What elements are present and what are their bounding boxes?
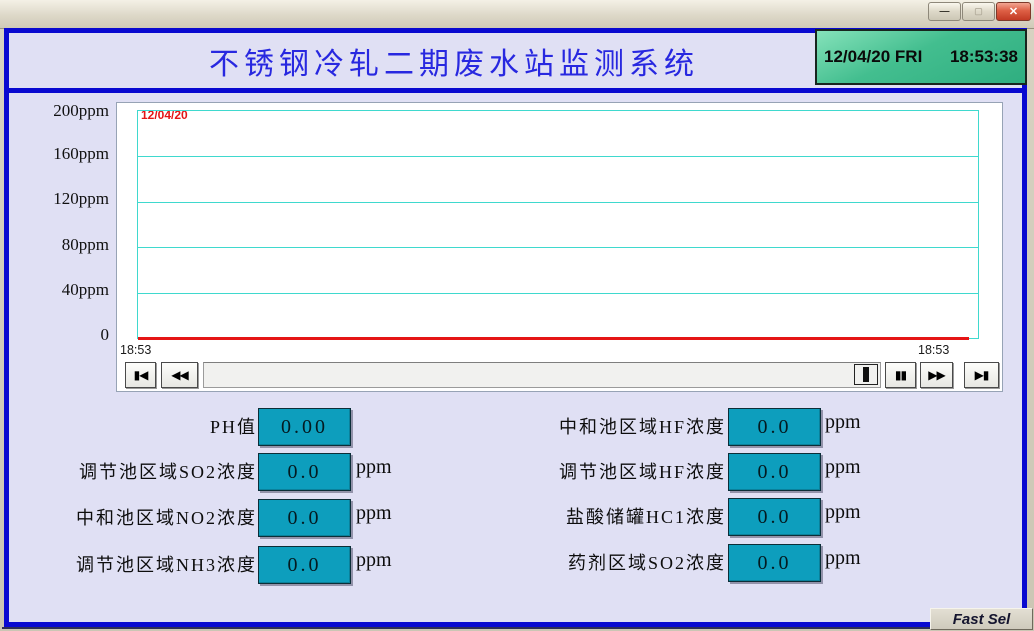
gridline [138,201,978,203]
pause-button[interactable]: ▮▮ [885,362,916,388]
skip-end-icon: ▶▮ [974,368,990,382]
fast-forward-icon: ▶▶ [928,368,945,382]
x-time-start: 18:53 [120,343,152,357]
minimize-icon: — [939,6,950,17]
rewind-button[interactable]: ◀◀ [161,362,198,388]
field-unit-hf-zhonghechi: ppm [825,411,861,433]
chart-date-label: 12/04/20 [141,108,188,122]
field-label-so2-yaoji: 药剂区域SO2浓度 [567,553,726,573]
skip-start-icon: ▮◀ [133,368,149,382]
fast-forward-button[interactable]: ▶▶ [920,362,953,388]
y-tick-0: 0 [100,325,110,344]
maximize-icon: ▢ [974,6,983,16]
field-label-ph: PH值 [209,417,257,437]
trend-playback-controls: ▮◀ ◀◀ ▮▮ ▶▶ ▶▮ [117,362,1002,389]
field-label-so2-tiaojiechi: 调节池区域SO2浓度 [78,462,257,482]
y-tick-120: 120ppm [53,189,109,208]
close-button[interactable]: ✕ [996,2,1031,21]
field-label-nh3-tiaojiechi: 调节池区域NH3浓度 [76,555,257,575]
field-label-hf-tiaojiechi: 调节池区域HF浓度 [558,462,726,482]
skip-to-end-button[interactable]: ▶▮ [964,362,999,388]
field-value-hcl-tank: 0.0 [728,498,821,536]
window-frame-edge [2,627,1032,629]
gridline [138,292,978,294]
clock-time: 18:53:38 [949,47,1018,66]
skip-to-start-button[interactable]: ▮◀ [125,362,156,388]
field-label-hf-zhonghechi: 中和池区域HF浓度 [558,417,726,437]
trend-scrollbar-thumb[interactable] [854,364,878,385]
trend-chart: 12/04/20 18:53 18:53 ▮◀ ◀◀ ▮▮ ▶▶ ▶▮ [116,102,1003,392]
app-header: 不锈钢冷轧二期废水站监测系统 [9,33,1022,93]
field-unit-nh3-tiaojiechi: ppm [356,549,392,571]
y-tick-40: 40ppm [61,280,109,299]
y-tick-80: 80ppm [61,235,109,254]
fast-sel-label: Fast Sel [952,610,1011,628]
minimize-button[interactable]: — [928,2,961,21]
trend-line-series [138,337,969,340]
field-unit-hcl-tank: ppm [825,501,861,523]
fast-sel-button[interactable]: Fast Sel [930,608,1033,630]
field-unit-hf-tiaojiechi: ppm [825,456,861,478]
y-tick-160: 160ppm [53,144,109,163]
field-label-hcl-tank: 盐酸储罐HC1浓度 [565,507,726,527]
close-icon: ✕ [1008,6,1019,18]
x-time-end: 18:53 [918,343,950,357]
field-value-hf-zhonghechi: 0.0 [728,408,821,446]
hmi-app-frame: 不锈钢冷轧二期废水站监测系统 12/04/20 FRI 18:53:38 200… [4,28,1027,627]
field-value-hf-tiaojiechi: 0.0 [728,453,821,491]
window-controls: — ▢ ✕ [927,2,1031,21]
page-title: 不锈钢冷轧二期废水站监测系统 [209,47,699,81]
field-value-so2-yaoji: 0.0 [728,544,821,582]
field-label-no2-zhonghechi: 中和池区域NO2浓度 [76,508,257,528]
field-value-no2-zhonghechi: 0.0 [258,499,351,537]
maximize-button[interactable]: ▢ [962,2,995,21]
trend-scrollbar-track[interactable] [203,362,881,388]
pause-icon: ▮▮ [894,368,907,382]
clock-date: 12/04/20 FRI [824,47,923,66]
chart-plot-area [137,110,979,340]
field-unit-no2-zhonghechi: ppm [356,502,392,524]
rewind-icon: ◀◀ [171,368,188,382]
field-value-so2-tiaojiechi: 0.0 [258,453,351,491]
gridline [138,247,978,249]
gridline [138,156,978,158]
scrollbar-thumb-icon [863,367,869,382]
window-titlebar: — ▢ ✕ [0,0,1034,29]
field-value-nh3-tiaojiechi: 0.0 [258,546,351,584]
field-unit-so2-tiaojiechi: ppm [356,456,392,478]
field-value-ph: 0.00 [258,408,351,446]
y-tick-200: 200ppm [53,101,109,120]
datetime-display: 12/04/20 FRI 18:53:38 [815,29,1027,85]
field-unit-so2-yaoji: ppm [825,547,861,569]
